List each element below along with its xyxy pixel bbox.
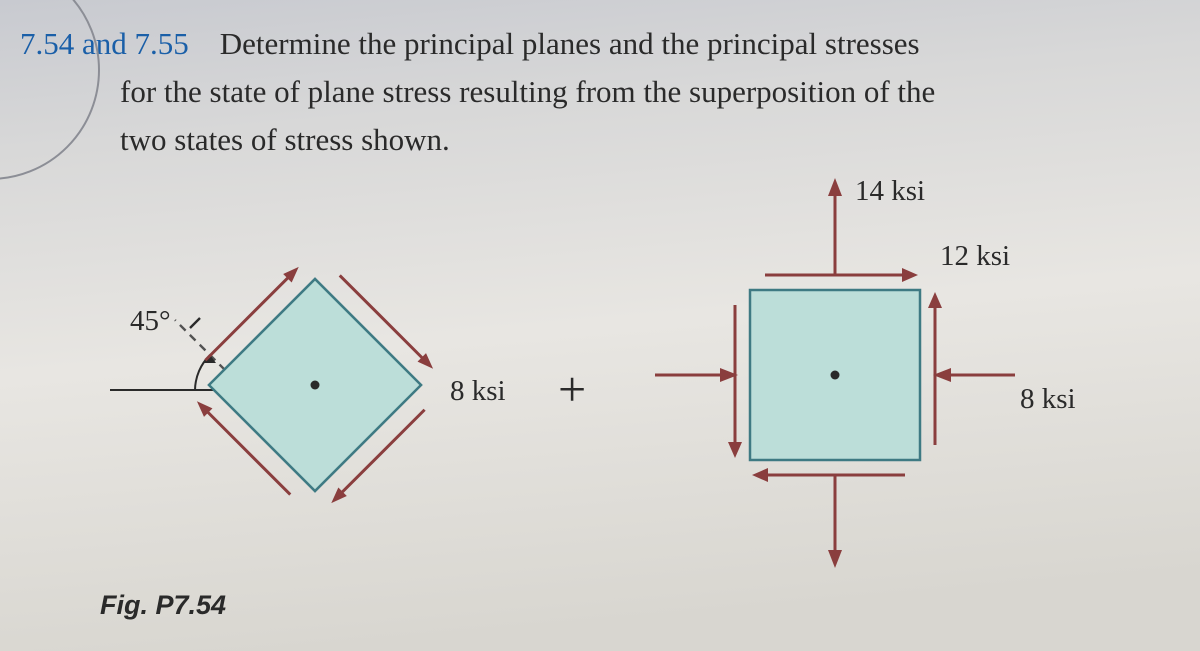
label-sigma-x: 8 ksi (1020, 383, 1076, 415)
figure-rotated-element: 45° 8 ksi (90, 200, 470, 530)
label-tau: 12 ksi (940, 240, 1010, 272)
figure-caption: Fig. P7.54 (100, 590, 226, 621)
problem-statement: 7.54 and 7.55 Determine the principal pl… (20, 20, 1170, 164)
angle-label: 45° (130, 305, 171, 337)
problem-line-3: two states of stress shown. (120, 116, 1170, 164)
figure-upright-element: 14 ksi 12 ksi 8 ksi (620, 160, 1100, 580)
textbook-page: 7.54 and 7.55 Determine the principal pl… (0, 0, 1200, 651)
plus-icon: + (558, 360, 586, 418)
stress-8ksi-left: 8 ksi (450, 375, 506, 407)
problem-line-1-text: Determine the principal planes and the p… (220, 26, 920, 61)
problem-line-2: for the state of plane stress resulting … (120, 68, 1170, 116)
figure-area: 45° 8 ksi + (0, 170, 1200, 590)
problem-line-1: 7.54 and 7.55 Determine the principal pl… (20, 20, 1170, 68)
label-sigma-y: 14 ksi (855, 175, 925, 207)
